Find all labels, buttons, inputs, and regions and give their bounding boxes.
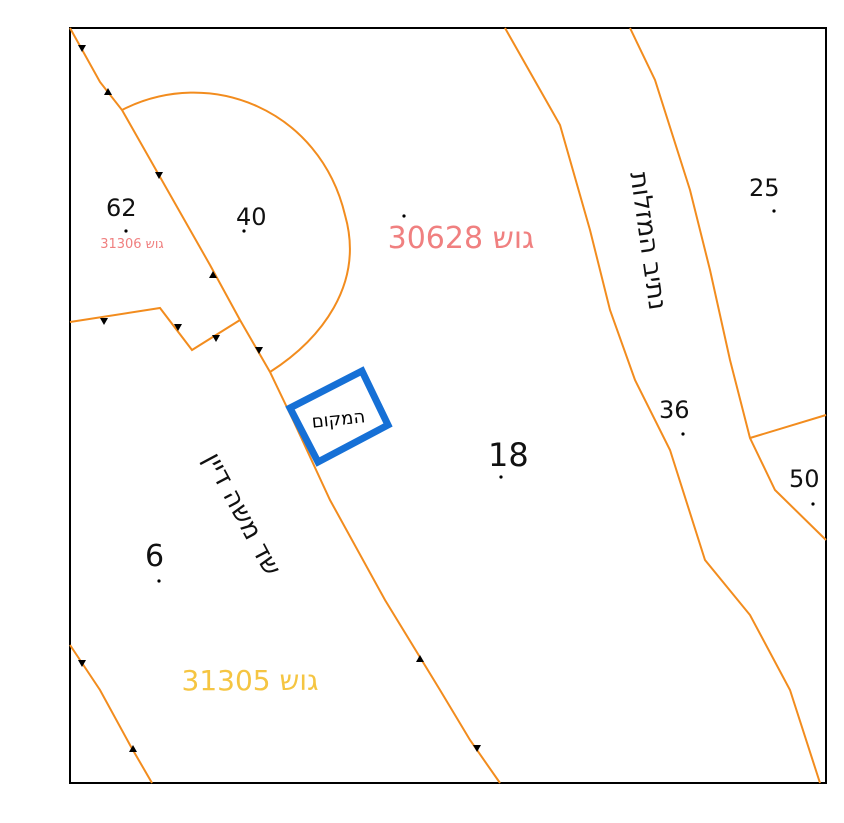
parcel-number-36: 36 <box>659 396 690 424</box>
block-label-31305: גוש 31305 <box>182 664 319 697</box>
parcel-number-25: 25 <box>749 174 780 202</box>
block-label-30628: גוש 30628 <box>388 221 535 256</box>
site-outline <box>285 366 393 467</box>
parcel-number-62: 62 <box>106 194 137 222</box>
boundary-markers <box>78 45 481 752</box>
parcel-boundaries <box>69 27 827 784</box>
parcel-number-40: 40 <box>236 203 267 231</box>
map-frame <box>69 27 827 784</box>
parcel-dots <box>124 209 815 583</box>
block-label-31306: גוש 31306 <box>100 237 164 252</box>
parcel-number-18: 18 <box>488 436 529 474</box>
parcel-number-50: 50 <box>789 465 820 493</box>
parcel-number-6: 6 <box>145 539 164 574</box>
